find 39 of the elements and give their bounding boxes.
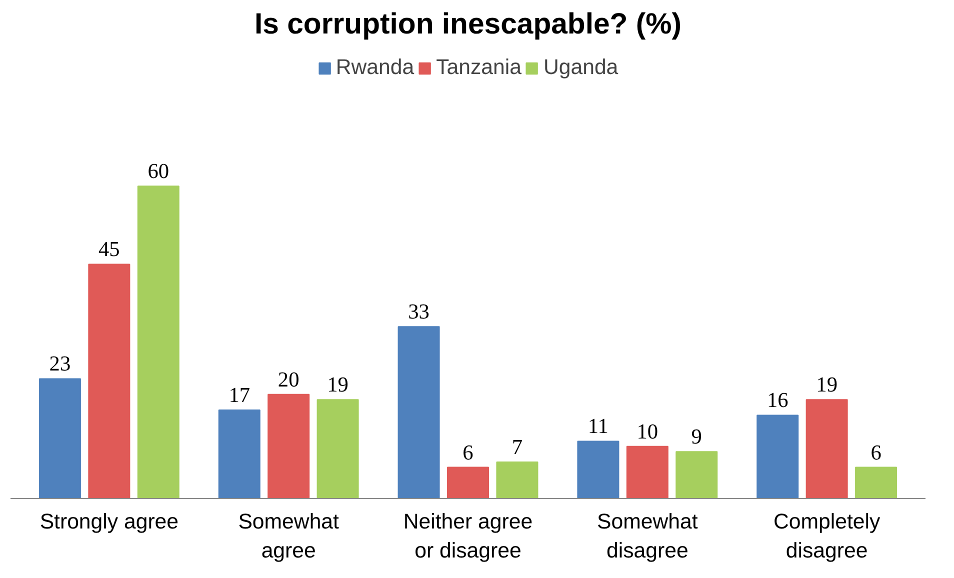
x-tick-label: Somewhat agree	[238, 510, 340, 562]
bar	[806, 399, 848, 498]
bar	[316, 399, 359, 498]
x-tick-label: Strongly agree	[40, 510, 179, 534]
bar	[268, 394, 310, 498]
data-label: 7	[512, 435, 523, 460]
bar	[446, 466, 490, 498]
bar	[38, 378, 81, 498]
bar	[137, 186, 180, 498]
data-label: 19	[327, 372, 348, 397]
data-label: 17	[228, 382, 250, 407]
bar	[88, 264, 130, 498]
legend-label: Tanzania	[436, 55, 522, 80]
data-label: 9	[691, 424, 702, 449]
bar	[676, 451, 718, 498]
data-label: 6	[870, 440, 882, 464]
data-label: 11	[588, 414, 608, 438]
x-tick-label: Completely disagree	[773, 510, 880, 562]
data-label: 23	[49, 352, 71, 376]
data-label: 45	[98, 237, 120, 262]
bar	[496, 462, 538, 498]
bar	[756, 414, 799, 498]
bar	[577, 440, 620, 498]
chart-title: Is corruption inescapable? (%)	[254, 8, 682, 40]
legend-label: Uganda	[543, 55, 618, 80]
data-label: 16	[766, 388, 789, 412]
x-tick-label: Somewhat disagree	[597, 510, 698, 562]
bar	[218, 409, 260, 498]
bar	[855, 466, 898, 498]
data-label: 19	[816, 372, 838, 397]
data-label: 60	[148, 159, 170, 184]
bar	[398, 326, 440, 498]
bar	[626, 446, 668, 498]
data-label: 10	[636, 419, 658, 444]
data-label: 6	[462, 440, 474, 464]
data-label: 33	[408, 300, 430, 324]
legend-label: Rwanda	[336, 55, 414, 80]
data-label: 20	[278, 367, 300, 392]
x-tick-label: Neither agree or disagree	[403, 510, 533, 562]
